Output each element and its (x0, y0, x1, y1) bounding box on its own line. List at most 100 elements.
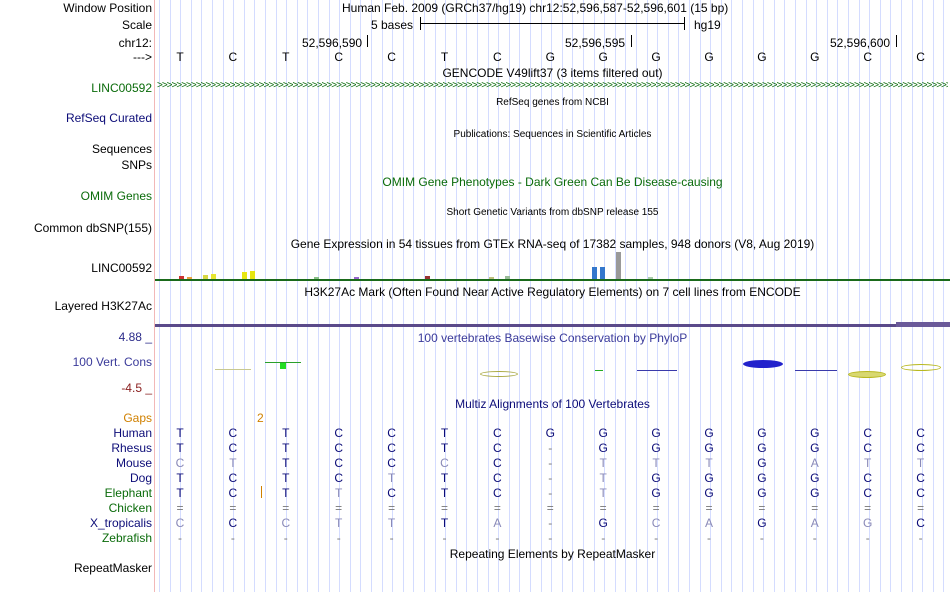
reference-base: G (757, 50, 767, 64)
grid-line (806, 0, 807, 592)
gtex-tissue-bar[interactable] (211, 274, 216, 279)
grid-line (816, 0, 817, 592)
phylop-mark (848, 371, 886, 378)
phylop-chart[interactable] (155, 355, 950, 380)
dbsnp-label[interactable]: Common dbSNP(155) (33, 221, 152, 235)
gtex-tissue-bar[interactable] (250, 271, 255, 279)
refseq-track-title[interactable]: RefSeq genes from NCBI (496, 97, 609, 108)
gtex-expression-chart[interactable] (155, 252, 950, 279)
grid-line (233, 0, 234, 592)
aligned-base: T (440, 441, 449, 455)
species-label[interactable]: Mouse (115, 456, 152, 470)
publications-label-snps[interactable]: SNPs (121, 158, 152, 172)
gtex-tissue-bar[interactable] (592, 267, 597, 279)
species-label[interactable]: Chicken (108, 501, 152, 515)
gtex-track-title[interactable]: Gene Expression in 54 tissues from GTEx … (290, 237, 815, 251)
dbsnp-track-title[interactable]: Short Genetic Variants from dbSNP releas… (446, 207, 659, 218)
refseq-label[interactable]: RefSeq Curated (65, 111, 152, 125)
repeatmasker-track-title[interactable]: Repeating Elements by RepeatMasker (449, 547, 656, 561)
reference-base: T (440, 50, 449, 64)
aligned-base: - (442, 531, 447, 545)
species-label[interactable]: Elephant (104, 486, 152, 500)
phylop-mark (595, 370, 603, 371)
aligned-base: - (812, 531, 817, 545)
assembly-label: hg19 (694, 18, 721, 32)
gtex-tissue-bar[interactable] (600, 267, 605, 279)
h3k27ac-track-title[interactable]: H3K27Ac Mark (Often Found Near Active Re… (304, 285, 801, 299)
aligned-base: G (651, 426, 661, 440)
coord-tick-2 (631, 35, 632, 47)
species-label[interactable]: Rhesus (111, 441, 152, 455)
grid-line (456, 0, 457, 592)
gtex-tissue-bar[interactable] (425, 276, 430, 279)
species-label[interactable]: Zebrafish (101, 531, 152, 545)
multiz-track-title[interactable]: Multiz Alignments of 100 Vertebrates (455, 397, 650, 411)
grid-line (731, 0, 732, 592)
aligned-base: - (918, 531, 923, 545)
gtex-tissue-bar[interactable] (314, 277, 319, 279)
gtex-tissue-bar[interactable] (505, 276, 510, 279)
aligned-base: T (335, 486, 343, 500)
h3k27ac-signal-peak (896, 322, 950, 327)
gtex-tissue-bar[interactable] (203, 275, 208, 279)
reference-base: G (545, 50, 555, 64)
grid-line (435, 0, 436, 592)
grid-line (922, 0, 923, 592)
coord-tick-3 (896, 35, 897, 47)
grid-line (827, 0, 828, 592)
species-label[interactable]: X_tropicalis (89, 516, 152, 530)
gencode-gene-feature[interactable]: >>>>>>>>>>>>>>>>>>>>>>>>>>>>>>>>>>>>>>>>… (157, 80, 948, 91)
phylop-max-label: 4.88 _ (118, 330, 152, 344)
aligned-base: T (652, 456, 660, 470)
gtex-baseline (155, 279, 950, 281)
species-label[interactable]: Dog (129, 471, 152, 485)
gaps-label[interactable]: Gaps (123, 411, 152, 425)
phylop-track-title[interactable]: 100 vertebrates Basewise Conservation by… (417, 331, 688, 345)
grid-line (869, 0, 870, 592)
aligned-base: C (228, 441, 238, 455)
gencode-gene-label[interactable]: LINC00592 (91, 81, 152, 95)
phylop-mark (743, 360, 783, 368)
aligned-base: T (282, 456, 290, 470)
gtex-tissue-bar[interactable] (354, 277, 359, 279)
phylop-label[interactable]: 100 Vert. Cons (72, 355, 152, 369)
h3k27ac-label[interactable]: Layered H3K27Ac (54, 299, 152, 313)
species-label[interactable]: Human (113, 426, 152, 440)
aligned-base: T (176, 471, 184, 485)
aligned-base: - (230, 531, 235, 545)
publications-track-title[interactable]: Publications: Sequences in Scientific Ar… (453, 129, 652, 140)
gtex-label[interactable]: LINC00592 (91, 261, 152, 275)
grid-line (604, 0, 605, 592)
reference-base: C (387, 50, 396, 64)
grid-line (276, 0, 277, 592)
reference-base: G (704, 50, 714, 64)
grid-line (350, 0, 351, 592)
reference-base: C (228, 50, 238, 64)
scale-value: 5 bases (371, 18, 414, 32)
aligned-base: T (864, 456, 872, 470)
grid-line (159, 0, 160, 592)
omim-label[interactable]: OMIM Genes (80, 189, 152, 203)
aligned-base: C (228, 471, 238, 485)
gtex-tissue-bar[interactable] (242, 272, 247, 279)
publications-label-sequences[interactable]: Sequences (91, 142, 152, 156)
aligned-base: = (440, 501, 448, 515)
grid-line (286, 0, 287, 592)
gtex-tissue-bar[interactable] (648, 277, 653, 279)
aligned-base: - (283, 531, 288, 545)
gencode-track-title[interactable]: GENCODE V49lift37 (3 items filtered out) (442, 66, 663, 80)
aligned-base: = (758, 501, 766, 515)
repeatmasker-label[interactable]: RepeatMasker (73, 561, 152, 575)
aligned-base: G (598, 441, 608, 455)
gtex-tissue-bar[interactable] (187, 277, 192, 279)
aligned-base: G (810, 471, 820, 485)
aligned-base: G (651, 471, 661, 485)
h3k27ac-signal-bar[interactable] (155, 324, 950, 327)
omim-track-title[interactable]: OMIM Gene Phenotypes - Dark Green Can Be… (382, 175, 723, 189)
gtex-tissue-bar[interactable] (489, 277, 494, 279)
aligned-base: C (387, 441, 396, 455)
gtex-tissue-bar[interactable] (179, 276, 184, 279)
aligned-base: = (335, 501, 343, 515)
gtex-tissue-bar[interactable] (616, 252, 621, 279)
